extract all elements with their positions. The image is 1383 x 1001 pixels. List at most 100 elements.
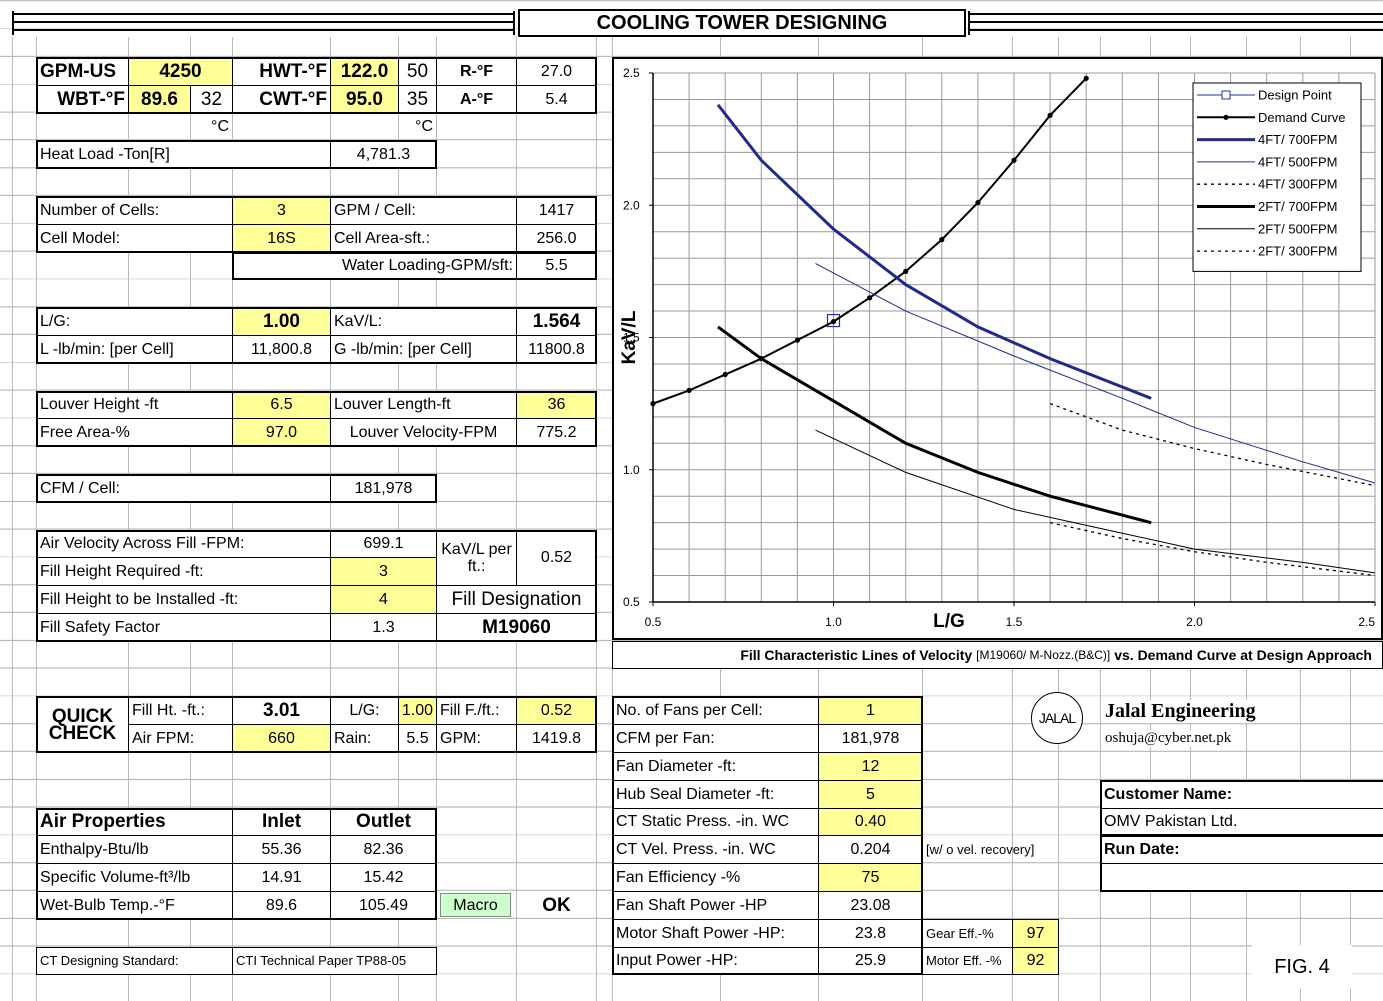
cell: Louver Length-ft [330,390,517,420]
header-rule [968,21,1383,23]
cell: Fan Diameter -ft: [612,752,819,781]
cell: Fill Height to be Installed -ft: [36,585,331,614]
header-rule [12,29,515,31]
series-marker [903,268,909,274]
cell: 5.5 [398,724,437,753]
cell: Fill Designation [436,585,597,614]
cell: GPM / Cell: [330,196,517,225]
grid-column-line [436,37,437,1001]
cell: 5.4 [516,84,597,114]
caption-part: Fill Characteristic Lines of Velocity [740,647,973,663]
cell: 92 [1012,946,1059,976]
series-marker [939,237,945,243]
cell: 14.91 [232,863,331,892]
cell: 25.9 [818,946,923,976]
series-marker [1011,157,1017,163]
cell: QUICK CHECK [36,696,129,753]
cell: KaV/L per ft.: [436,529,517,587]
series-marker [830,319,837,325]
cell: Fan Shaft Power -HP [612,891,819,920]
series-marker [650,401,656,407]
legend-label: Demand Curve [1258,110,1345,125]
cell: Cell Model: [36,223,233,253]
company-name: Jalal Engineering [1105,700,1256,723]
header-rule [968,13,1383,15]
cell: 23.08 [818,891,923,920]
cell: 4 [330,585,437,614]
cell: Motor Shaft Power -HP: [612,918,819,948]
cell: 12 [818,752,923,781]
cell: Rain: [330,724,399,753]
cell: A-°F [436,84,517,114]
cell: Input Power -HP: [612,946,819,976]
grid-column-line [596,37,597,1001]
cell: 122.0 [330,57,399,86]
cell: OMV Pakistan Ltd. [1100,807,1383,837]
cell: 75 [818,863,923,892]
cell: Air Properties [36,807,233,837]
cell: 50 [398,57,437,86]
chart-caption: Fill Characteristic Lines of Velocity [M1… [612,641,1383,669]
cell: Fill Height Required -ft: [36,557,331,587]
cell: 95.0 [330,84,399,114]
cell: 11,800.8 [232,335,331,364]
cell: CT Vel. Press. -in. WC [612,835,819,865]
header-rule [12,11,14,35]
cell: 0.204 [818,835,923,865]
series-marker [1047,112,1053,118]
cell: 16S [232,223,331,253]
cell: Free Area-% [36,418,233,448]
legend-label: 2FT/ 700FPM [1258,199,1337,214]
cell: Enthalpy-Btu/lb [36,835,233,865]
cell: CT Designing Standard: [36,946,233,976]
cell: Water Loading-GPM/sft: [232,251,517,281]
legend-label: 4FT/ 700FPM [1258,132,1337,147]
header-rule [12,21,515,23]
cell: Wet-Bulb Temp.-°F [36,891,233,920]
cell: M19060 [436,613,597,642]
series-line [717,325,1152,525]
cell: L/G: [36,307,233,336]
cell: 82.36 [330,835,437,865]
cell: WBT-°F [36,84,129,114]
page-title: COOLING TOWER DESIGNING [518,9,966,37]
cell: CFM / Cell: [36,474,331,503]
cell: 660 [232,724,331,753]
cell: 1.00 [232,307,331,336]
cell: °C [415,118,433,136]
cell: CFM per Fan: [612,724,819,753]
legend-label: 2FT/ 300FPM [1258,244,1337,259]
cell: [w/ o vel. recovery] [926,842,1035,858]
macro-button[interactable]: Macro [440,893,511,917]
cell: Cell Area-sft.: [330,223,517,253]
cell: 775.2 [516,418,597,448]
y-tick-label: 2.5 [623,66,640,80]
cell: 89.6 [232,891,331,920]
header-rule [968,11,970,35]
figure-label: FIG. 4 [1252,945,1352,989]
cell: 1 [818,696,923,726]
cell: 36 [516,390,597,420]
cell: 699.1 [330,529,437,559]
chart: 0.5 1.0 1.5 2.0 2.5 0.5 1.0 1.5 2.0 2.5 L/G KaV/L De… [612,57,1383,640]
cell: Fill Ht. -ft.: [128,696,233,726]
x-tick-label: 2.5 [1358,615,1375,629]
series-line [1049,522,1376,577]
company-logo: JALAL [1031,692,1083,744]
grid-column-line [232,37,233,1001]
x-tick-label: 0.5 [645,615,662,629]
x-tick-label: 1.5 [1006,615,1023,629]
cell: 97 [1012,918,1059,948]
cell: Fan Efficiency -% [612,863,819,892]
series-marker [794,337,800,343]
cell: GPM: [436,724,517,753]
y-tick-label: 1.0 [623,463,640,477]
cell: 181,978 [818,724,923,753]
cell: 3 [330,557,437,587]
cell: 0.40 [818,807,923,837]
cell: CT Static Press. -in. WC [612,807,819,837]
grid-column-line [398,37,399,1001]
cell: Fill Safety Factor [36,613,331,642]
header-rule [513,11,515,35]
caption-part: vs. Demand Curve at Design Approach [1114,647,1372,663]
